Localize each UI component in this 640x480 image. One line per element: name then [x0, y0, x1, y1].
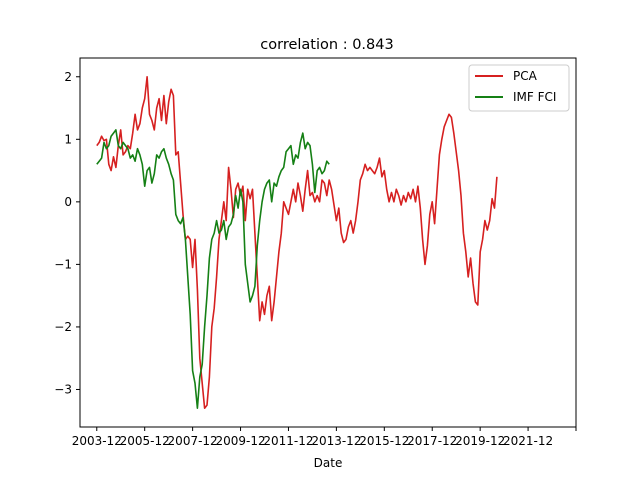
series-layer	[96, 76, 498, 409]
plot-frame	[79, 57, 577, 428]
x-tick-label: 2007-12	[168, 434, 218, 448]
chart-title: correlation : 0.843	[260, 37, 393, 53]
x-tick-label: 2021-12	[503, 434, 553, 448]
legend-label-imf-fci: IMF FCI	[513, 90, 556, 104]
x-tick-label: 2013-12	[311, 434, 361, 448]
x-tick-label: 2011-12	[263, 434, 313, 448]
y-tick-label: −2	[54, 320, 72, 334]
legend-label-pca: PCA	[513, 69, 538, 83]
y-axis: 2 1 0 −1 −2 −3	[54, 70, 80, 396]
x-axis: 2003-122005-122007-122009-122011-122013-…	[72, 427, 577, 448]
series-line-pca	[96, 76, 498, 409]
y-tick-label: −3	[54, 382, 72, 396]
x-tick-label: 2005-12	[120, 434, 170, 448]
x-tick-label: 2017-12	[407, 434, 457, 448]
x-tick-label: 2019-12	[455, 434, 505, 448]
y-tick-label: 2	[64, 70, 72, 84]
x-tick-label: 2015-12	[359, 434, 409, 448]
y-tick-label: −1	[54, 257, 72, 271]
y-tick-label: 0	[64, 195, 72, 209]
x-tick-label: 2009-12	[215, 434, 265, 448]
x-axis-label: Date	[314, 456, 343, 470]
series-line-imf-fci	[96, 129, 330, 409]
legend: PCA IMF FCI	[468, 64, 570, 112]
x-tick-label: 2003-12	[72, 434, 122, 448]
y-tick-label: 1	[64, 132, 72, 146]
plot-area	[79, 57, 577, 428]
